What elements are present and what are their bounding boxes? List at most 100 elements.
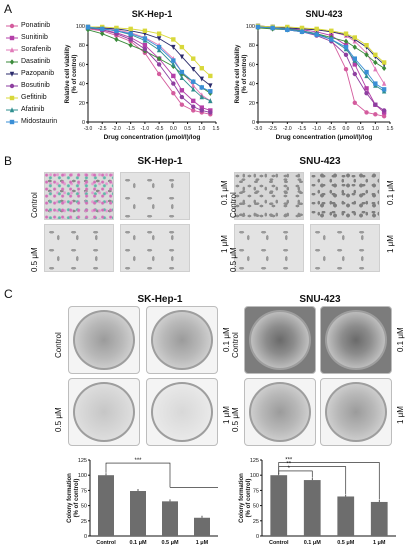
legend-label: Pazopanib [21, 70, 55, 77]
data-point [179, 69, 185, 75]
data-point [364, 73, 369, 79]
data-point [208, 89, 213, 94]
significance-bracket [278, 462, 380, 500]
y-tick-label: 100 [250, 473, 259, 479]
dish-skhep1-0.1um [146, 306, 218, 374]
data-point [208, 98, 213, 104]
legend-swatch [6, 58, 18, 65]
data-point [179, 75, 185, 81]
data-point [171, 91, 176, 96]
data-point [128, 26, 133, 32]
data-point [373, 59, 378, 66]
colony-bar-chart-snu423: 0 25 50 75 100 125 Colony formation (% of contr… [239, 457, 396, 546]
legend-label: Sunitinib [21, 34, 48, 41]
legend-marker [9, 71, 15, 77]
chart-title: SK-Hep-1 [132, 9, 173, 19]
data-point [364, 86, 369, 91]
x-tick-label: 1 μM [373, 540, 386, 546]
data-point [171, 44, 176, 50]
micrograph-skhep1-0.5um [44, 224, 114, 272]
data-point [285, 27, 290, 33]
bar [194, 517, 210, 536]
x-tick-label: -2.5 [268, 126, 277, 132]
y-tick-label: 60 [249, 62, 255, 68]
series-line [257, 26, 385, 92]
data-point [142, 43, 148, 48]
y-tick-label: 75 [81, 488, 87, 494]
legend-swatch [6, 71, 18, 77]
y-tick-label: 125 [78, 458, 87, 464]
x-tick-label: -2.0 [283, 126, 292, 132]
data-point [364, 110, 369, 115]
legend-marker [9, 83, 15, 88]
series-line [257, 26, 385, 113]
x-tick-label: 0.5 [184, 126, 191, 132]
data-point [270, 25, 275, 31]
panelC-row-label-0.5um: 0.5 μM [54, 407, 63, 432]
y-tick-label: 20 [79, 101, 85, 107]
y-tick-label: 20 [249, 101, 255, 107]
data-point [171, 73, 176, 79]
micrograph-skhep1-0.1um [120, 172, 190, 220]
data-point [255, 24, 261, 30]
y-tick-label: 0 [256, 534, 259, 540]
x-tick-label: 1.5 [387, 126, 394, 132]
data-point [208, 83, 213, 89]
dish-snu423-control [244, 306, 316, 374]
panelC-title-left: SK-Hep-1 [137, 294, 183, 305]
x-tick-label: 0.0 [343, 126, 350, 132]
data-point [179, 94, 185, 100]
legend-swatch [6, 46, 18, 52]
x-tick-label: 0.1 μM [304, 540, 322, 546]
panelC-mid2-label-0.5um: 0.5 μM [231, 407, 240, 432]
panelB-title-left: SK-Hep-1 [137, 156, 183, 167]
legend-item: Afatinib [6, 106, 44, 113]
data-point [199, 76, 204, 82]
dish-skhep1-1um [146, 378, 218, 446]
legend-label: Gefitinib [21, 94, 47, 101]
data-point [156, 47, 162, 53]
data-point [114, 25, 119, 31]
data-point [381, 60, 387, 65]
data-point [114, 28, 119, 33]
legend-swatch [6, 23, 18, 28]
data-point [191, 67, 196, 72]
legend-swatch [6, 83, 18, 88]
y-axis-label-unit: (% of control) [246, 479, 252, 518]
x-tick-label: -3.0 [254, 126, 263, 132]
data-point [156, 31, 162, 36]
bar [98, 475, 114, 536]
series-line [257, 27, 385, 69]
x-tick-label: Control [269, 540, 289, 546]
data-point [156, 44, 162, 50]
x-tick-label: -3.0 [84, 126, 93, 132]
dish-snu423-0.1um [320, 306, 392, 374]
data-point [179, 44, 185, 50]
micrograph-skhep1-1um [120, 224, 190, 272]
y-tick-label: 100 [78, 473, 87, 479]
legend-item: Sunitinib [6, 34, 48, 41]
x-tick-label: 0.5 μM [161, 540, 179, 546]
data-point [314, 32, 319, 37]
legend-item: Gefitinib [6, 94, 47, 101]
viability-chart-snu423: SNU-423 0 20 40 60 80 100 -3.0 -2.5 -2.0 -1.5 -1.0-… [235, 9, 394, 141]
x-tick-label: 0.5 [357, 126, 364, 132]
data-point [171, 81, 176, 86]
x-tick-label: -2.0 [112, 126, 121, 132]
data-point [364, 43, 369, 48]
panelB-mid2-label-0.5um: 0.5 μM [229, 247, 238, 272]
y-axis-label-unit: (% of control) [72, 55, 78, 94]
series-line [257, 26, 385, 111]
dish-snu423-0.5um [244, 378, 316, 446]
y-tick-label: 50 [253, 504, 259, 510]
data-point [373, 102, 378, 107]
data-point [199, 108, 204, 113]
data-point [329, 37, 334, 42]
x-tick-label: Control [96, 540, 116, 546]
data-point [142, 28, 148, 33]
bar [130, 491, 146, 536]
data-point [381, 80, 387, 86]
data-point [156, 36, 162, 42]
panelB-right-label-0.1um: 0.1 μM [386, 180, 395, 205]
panel-letter-c: C [4, 287, 13, 301]
